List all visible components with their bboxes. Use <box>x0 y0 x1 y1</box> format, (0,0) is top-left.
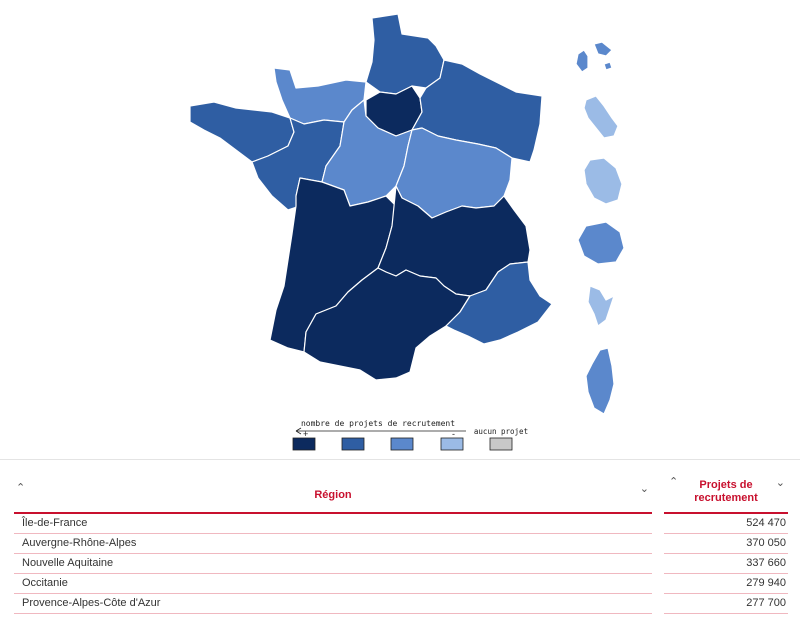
region-la-reunion[interactable]: La Réunion <box>577 221 625 265</box>
region-occitanie[interactable]: Occitanie <box>303 267 471 381</box>
region-hauts-de-france[interactable]: Hauts-de-France <box>365 13 445 95</box>
legend-plus: + <box>303 429 308 439</box>
legend-swatch-level2 <box>341 437 365 451</box>
table-row-value: 370 050 <box>664 534 788 554</box>
section-divider <box>0 459 800 460</box>
legend-arrow-icon <box>295 427 302 435</box>
sort-desc-icon[interactable]: ⌄ <box>639 483 649 495</box>
projects-column-label: Projets de recrutement <box>664 472 788 512</box>
france-regions-map: Hauts-de-France Normandie Île-de-France … <box>189 13 625 451</box>
table-row-value: 337 660 <box>664 554 788 574</box>
sort-asc-icon[interactable]: ⌃ <box>16 482 26 494</box>
region-rows: Île-de-France Auvergne-Rhône-Alpes Nouvell… <box>14 514 652 614</box>
legend-swatch-level1 <box>292 437 316 451</box>
table-row-region: Occitanie <box>14 574 652 594</box>
region-column-header[interactable]: ⌃ Région ⌄ <box>14 478 652 514</box>
legend-swatch-level3 <box>390 437 414 451</box>
projects-label-line2: recrutement <box>694 492 758 504</box>
region-guadeloupe[interactable]: Guadeloupe <box>575 41 613 73</box>
sort-asc-icon[interactable]: ⌃ <box>669 476 679 488</box>
map-legend: nombre de projets de recrutement + - auc… <box>292 419 528 451</box>
region-column-label: Région <box>314 488 352 501</box>
region-corse[interactable]: Corse <box>585 347 615 415</box>
sort-desc-icon[interactable]: ⌄ <box>775 477 785 489</box>
legend-minus: - <box>452 429 455 439</box>
table-row-value: 277 700 <box>664 594 788 614</box>
table-row-value: 279 940 <box>664 574 788 594</box>
legend-swatch-none <box>489 437 513 451</box>
map-area: Hauts-de-France Normandie Île-de-France … <box>189 13 625 451</box>
projects-rows: 524 470 370 050 337 660 279 940 277 700 <box>664 514 788 614</box>
legend-none-label: aucun projet <box>474 427 528 436</box>
table-row-region: Provence-Alpes-Côte d'Azur <box>14 594 652 614</box>
legend-swatch-level4 <box>440 437 464 451</box>
region-martinique[interactable]: Martinique <box>583 95 619 139</box>
region-provence-alpes-cote-dazur[interactable]: Provence-Alpes-Côte d'Azur <box>445 261 553 345</box>
projects-table: ⌃ Projets de recrutement ⌄ 524 470 370 05… <box>664 476 788 614</box>
region-table: ⌃ Région ⌄ Île-de-France Auvergne-Rhône-A… <box>14 478 652 614</box>
projects-column-header[interactable]: ⌃ Projets de recrutement ⌄ <box>664 476 788 514</box>
table-row-region: Nouvelle Aquitaine <box>14 554 652 574</box>
table-row-region: Auvergne-Rhône-Alpes <box>14 534 652 554</box>
region-mayotte[interactable]: Mayotte <box>587 285 615 327</box>
projects-label-line1: Projets de <box>699 479 753 491</box>
region-guyane[interactable]: Guyane <box>583 157 623 205</box>
table-row-region: Île-de-France <box>14 514 652 534</box>
table-row-value: 524 470 <box>664 514 788 534</box>
legend-title: nombre de projets de recrutement <box>301 419 455 428</box>
